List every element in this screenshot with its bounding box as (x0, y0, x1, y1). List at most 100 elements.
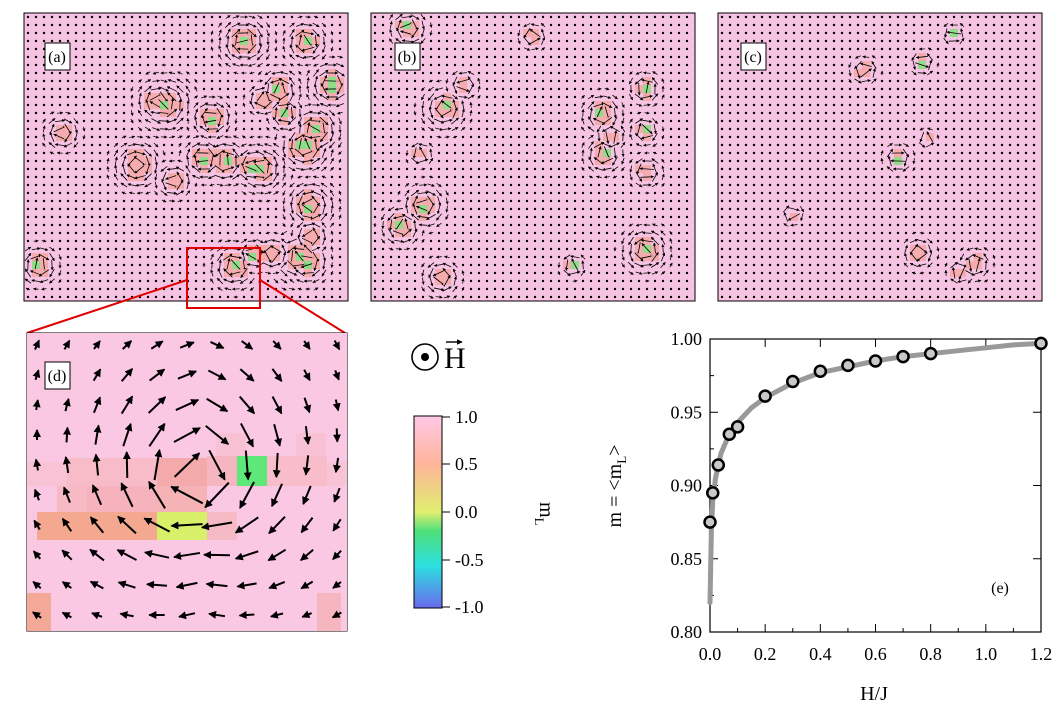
spin-dot (720, 143, 724, 147)
spin-dot (114, 247, 118, 251)
spin-dot (573, 199, 577, 203)
spin-dot (888, 47, 892, 51)
spin-dot (82, 255, 86, 259)
spin-dot (677, 271, 681, 275)
spin-arrow (303, 110, 313, 116)
spin-dot (653, 207, 657, 211)
spin-arrow (185, 71, 190, 75)
spin-dot (992, 247, 996, 251)
spin-dot (106, 31, 110, 35)
spin-dot (629, 143, 633, 147)
spin-arrow (306, 77, 310, 85)
spin-dot (728, 191, 732, 195)
spin-dot (26, 175, 30, 179)
spin-dot (605, 23, 609, 27)
spin-arrow (295, 189, 305, 197)
spin-dot (34, 95, 38, 99)
spin-dot (856, 167, 860, 171)
spin-dot (808, 295, 812, 299)
spin-dot (517, 95, 521, 99)
spin-dot (816, 63, 820, 67)
spin-arrow (436, 189, 442, 197)
spin-dot (493, 15, 497, 19)
spin-dot (266, 279, 270, 283)
spin-dot (130, 239, 134, 243)
spin-arrow (456, 86, 470, 92)
spin-arrow (651, 251, 659, 262)
spin-dot (621, 47, 625, 51)
spin-arrow (621, 230, 625, 236)
spin-dot (784, 135, 788, 139)
spin-dot (968, 231, 972, 235)
spin-dot (66, 167, 70, 171)
spin-dot (90, 279, 94, 283)
spin-arrow (311, 269, 321, 277)
spin-dot (984, 15, 988, 19)
spin-dot (613, 15, 617, 19)
spin-dot (573, 79, 577, 83)
spin-dot (1000, 71, 1004, 75)
spin-dot (90, 127, 94, 131)
spin-dot (752, 207, 756, 211)
spin-dot (605, 231, 609, 235)
spin-dot (154, 279, 158, 283)
panel-label-c: (c) (744, 49, 762, 66)
spin-arrow (412, 203, 418, 215)
spin-arrow (24, 278, 32, 284)
spin-dot (912, 23, 916, 27)
spin-arrow (154, 190, 158, 196)
spin-dot (872, 255, 876, 259)
spin-dot (146, 287, 150, 291)
spin-dot (872, 183, 876, 187)
spin-dot (469, 199, 473, 203)
spin-arrow (287, 116, 297, 126)
spin-dot (792, 271, 796, 275)
spin-dot (752, 199, 756, 203)
spin-dot (509, 223, 513, 227)
spin-dot (381, 31, 385, 35)
spin-dot (557, 103, 561, 107)
spin-dot (58, 15, 62, 19)
spin-dot (856, 287, 860, 291)
spin-dot (469, 183, 473, 187)
spin-dot (413, 295, 417, 299)
spin-dot (888, 135, 892, 139)
spin-dot (968, 159, 972, 163)
spin-arrow (437, 196, 442, 207)
spin-dot (493, 127, 497, 131)
spin-dot (138, 271, 142, 275)
spin-arrow (410, 38, 420, 44)
spin-dot (976, 15, 980, 19)
spin-arrow (338, 151, 342, 155)
spin-dot (517, 167, 521, 171)
spin-dot (677, 143, 681, 147)
spin-dot (808, 191, 812, 195)
spin-dot (146, 55, 150, 59)
spin-dot (485, 87, 489, 91)
spin-arrow (249, 277, 255, 285)
spin-arrow (443, 295, 451, 299)
spin-dot (736, 159, 740, 163)
spin-dot (824, 183, 828, 187)
spin-dot (194, 23, 198, 27)
spin-arrow (381, 221, 385, 230)
spin-dot (784, 111, 788, 115)
spin-dot (685, 15, 689, 19)
spin-dot (824, 271, 828, 275)
spin-dot (549, 119, 553, 123)
spin-dot (720, 167, 724, 171)
spin-dot (210, 55, 214, 59)
spin-dot (549, 239, 553, 243)
spin-dot (509, 79, 513, 83)
spin-dot (920, 191, 924, 195)
spin-dot (501, 295, 505, 299)
spin-dot (888, 215, 892, 219)
spin-arrow (417, 191, 429, 195)
spin-dot (808, 287, 812, 291)
spin-arrow (167, 79, 177, 83)
spin-dot (621, 199, 625, 203)
spin-dot (661, 15, 665, 19)
spin-dot (1032, 223, 1036, 227)
spin-dot (872, 271, 876, 275)
spin-dot (130, 255, 134, 259)
